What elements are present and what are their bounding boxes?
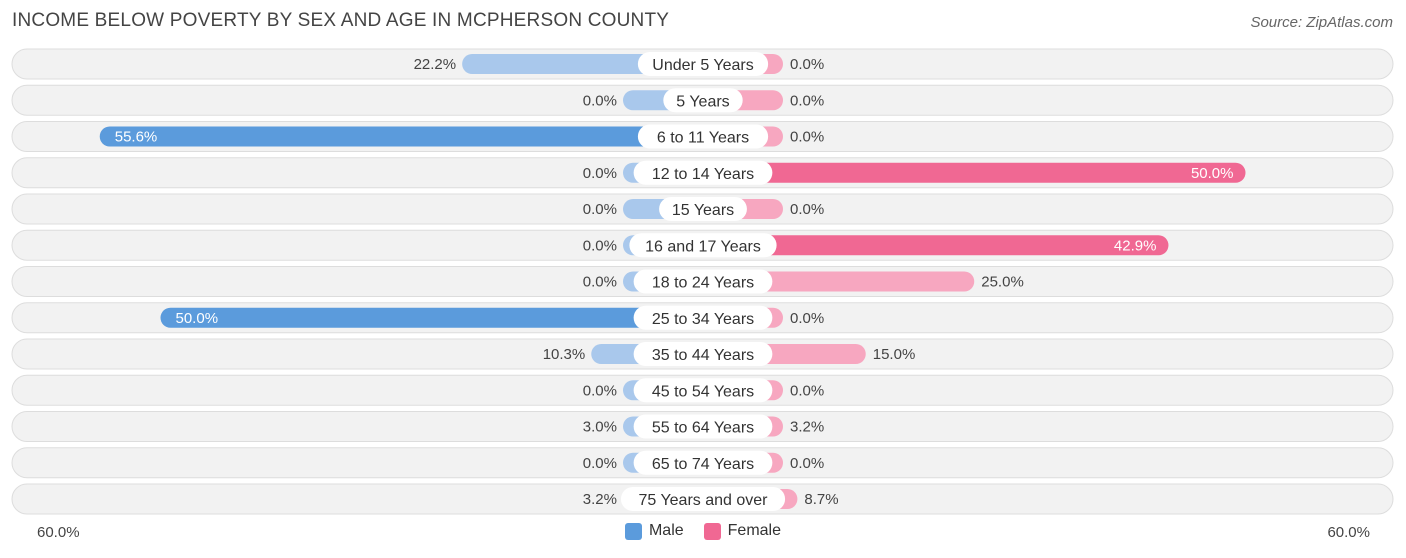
chart-title: INCOME BELOW POVERTY BY SEX AND AGE IN M…: [12, 10, 670, 31]
label-male-15-years: 0.0%: [583, 201, 617, 218]
legend-label-female: Female: [727, 522, 782, 539]
category-pill-55-to-64-years: [633, 414, 773, 439]
label-male-75-years-and-over: 3.2%: [583, 491, 617, 508]
category-label-12-to-14-years: 12 to 14 Years: [652, 166, 754, 183]
category-label-18-to-24-years: 18 to 24 Years: [652, 275, 754, 292]
label-male-65-to-74-years: 0.0%: [583, 455, 617, 472]
label-male-25-to-34-years: 50.0%: [176, 310, 219, 327]
category-pill-18-to-24-years: [633, 269, 773, 294]
label-female-45-to-54-years: 0.0%: [790, 382, 824, 399]
legend-label-male: Male: [648, 522, 684, 539]
label-male-18-to-24-years: 0.0%: [583, 274, 617, 291]
label-male-6-to-11-years: 55.6%: [115, 129, 158, 146]
category-pill-45-to-54-years: [633, 378, 773, 403]
label-male-16-and-17-years: 0.0%: [583, 237, 617, 254]
label-female-65-to-74-years: 0.0%: [790, 455, 824, 472]
axis-right-label: 60.0%: [1327, 524, 1370, 541]
category-pill-5-years: [663, 88, 743, 113]
label-male-5-years: 0.0%: [583, 92, 617, 109]
label-female-25-to-34-years: 0.0%: [790, 310, 824, 327]
label-female-18-to-24-years: 25.0%: [981, 274, 1024, 291]
label-female-35-to-44-years: 15.0%: [873, 346, 916, 363]
category-label-under-5-years: Under 5 Years: [652, 57, 753, 74]
category-pill-25-to-34-years: [633, 305, 773, 330]
category-label-35-to-44-years: 35 to 44 Years: [652, 347, 754, 364]
category-pill-35-to-44-years: [633, 342, 773, 366]
label-male-35-to-44-years: 10.3%: [543, 346, 586, 363]
category-label-65-to-74-years: 65 to 74 Years: [652, 456, 754, 473]
legend-item-female[interactable]: Female: [703, 522, 782, 540]
category-pill-under-5-years: [637, 52, 769, 76]
label-female-55-to-64-years: 3.2%: [790, 419, 824, 436]
category-pill-12-to-14-years: [633, 160, 773, 185]
label-female-12-to-14-years: 50.0%: [1191, 165, 1234, 182]
label-male-55-to-64-years: 3.0%: [583, 419, 617, 436]
label-female-6-to-11-years: 0.0%: [790, 129, 824, 146]
legend-swatch-male: [624, 522, 642, 540]
bar-female-12-to-14-years[interactable]: [703, 162, 1246, 183]
label-female-15-years: 0.0%: [790, 201, 824, 218]
bar-male-6-to-11-years[interactable]: [99, 126, 704, 147]
label-male-45-to-54-years: 0.0%: [583, 382, 617, 399]
category-label-6-to-11-years: 6 to 11 Years: [657, 130, 749, 147]
category-pill-6-to-11-years: [637, 124, 769, 149]
label-male-12-to-14-years: 0.0%: [583, 165, 617, 182]
category-pill-65-to-74-years: [633, 450, 773, 475]
category-pill-15-years: [659, 197, 747, 221]
legend-item-male[interactable]: Male: [624, 522, 684, 540]
category-pill-75-years-and-over: [620, 487, 786, 511]
category-label-16-and-17-years: 16 and 17 Years: [645, 238, 761, 255]
bar-female-16-and-17-years[interactable]: [703, 235, 1169, 256]
axis-left-label: 60.0%: [37, 524, 80, 541]
category-label-55-to-64-years: 55 to 64 Years: [652, 420, 754, 437]
category-label-5-years: 5 Years: [676, 93, 729, 110]
category-label-75-years-and-over: 75 Years and over: [639, 492, 769, 509]
label-female-16-and-17-years: 42.9%: [1114, 237, 1157, 254]
legend-swatch-female: [703, 522, 721, 540]
category-pill-16-and-17-years: [629, 233, 777, 258]
category-label-15-years: 15 Years: [672, 202, 734, 219]
legend: Male Female: [0, 522, 1406, 540]
category-label-25-to-34-years: 25 to 34 Years: [652, 311, 754, 328]
label-female-75-years-and-over: 8.7%: [804, 491, 838, 508]
label-male-under-5-years: 22.2%: [414, 56, 457, 73]
source-label: Source: ZipAtlas.com: [1250, 14, 1393, 31]
chart-area: 22.2% 0.0% Under 5 Years 0.0% 0.0% 5 Years 55.…: [11, 48, 1394, 515]
category-label-45-to-54-years: 45 to 54 Years: [652, 383, 754, 400]
label-female-under-5-years: 0.0%: [790, 56, 824, 73]
bar-male-25-to-34-years[interactable]: [160, 307, 704, 328]
label-female-5-years: 0.0%: [790, 92, 824, 109]
